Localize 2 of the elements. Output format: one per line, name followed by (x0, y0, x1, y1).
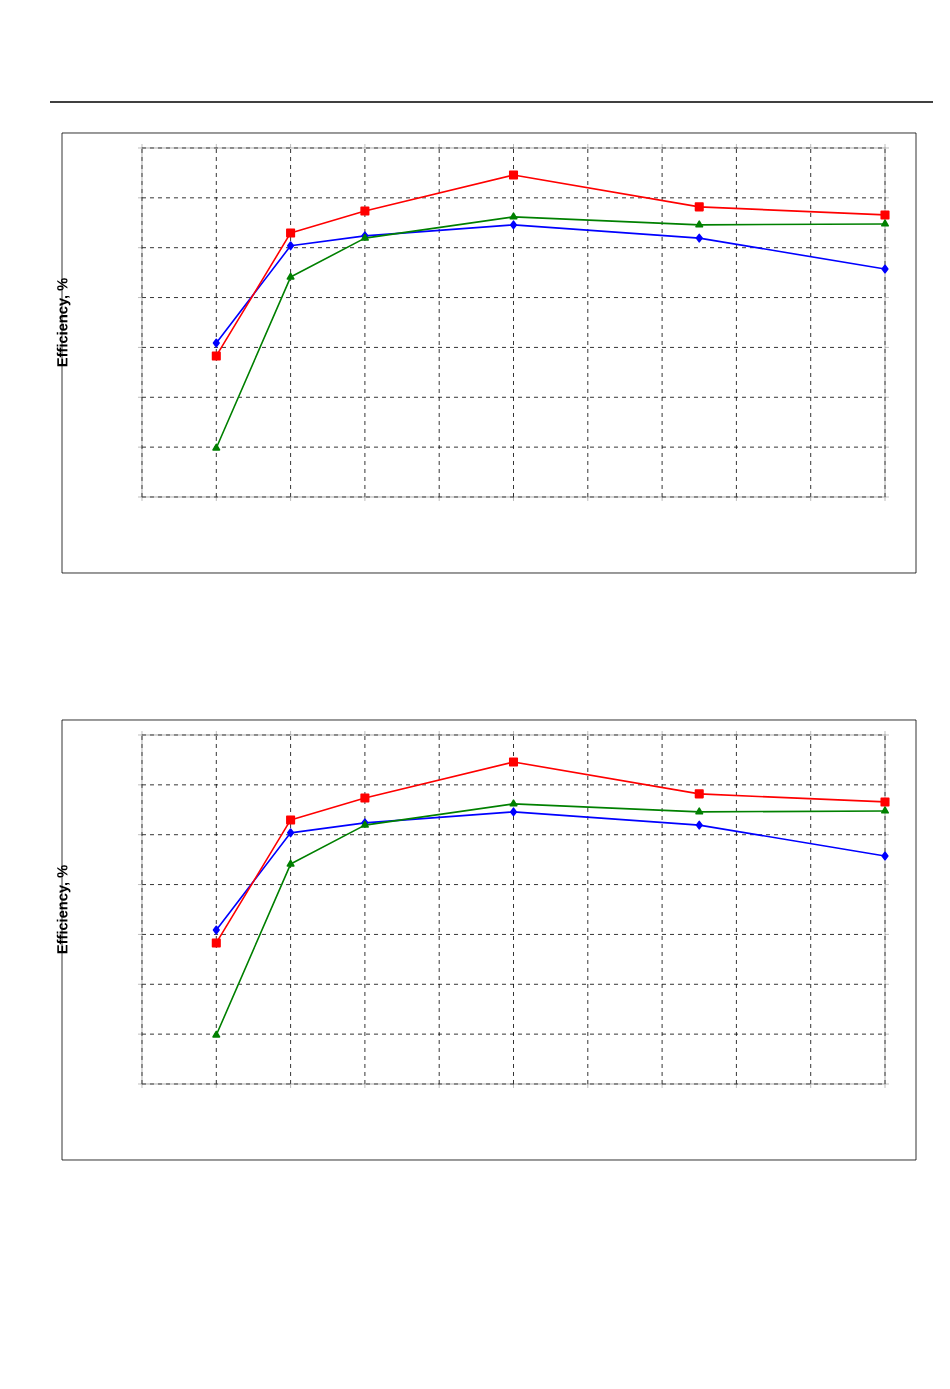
y-axis-title: Efficiency, % (56, 865, 71, 954)
y-axis-title: Efficiency, % (56, 278, 71, 367)
